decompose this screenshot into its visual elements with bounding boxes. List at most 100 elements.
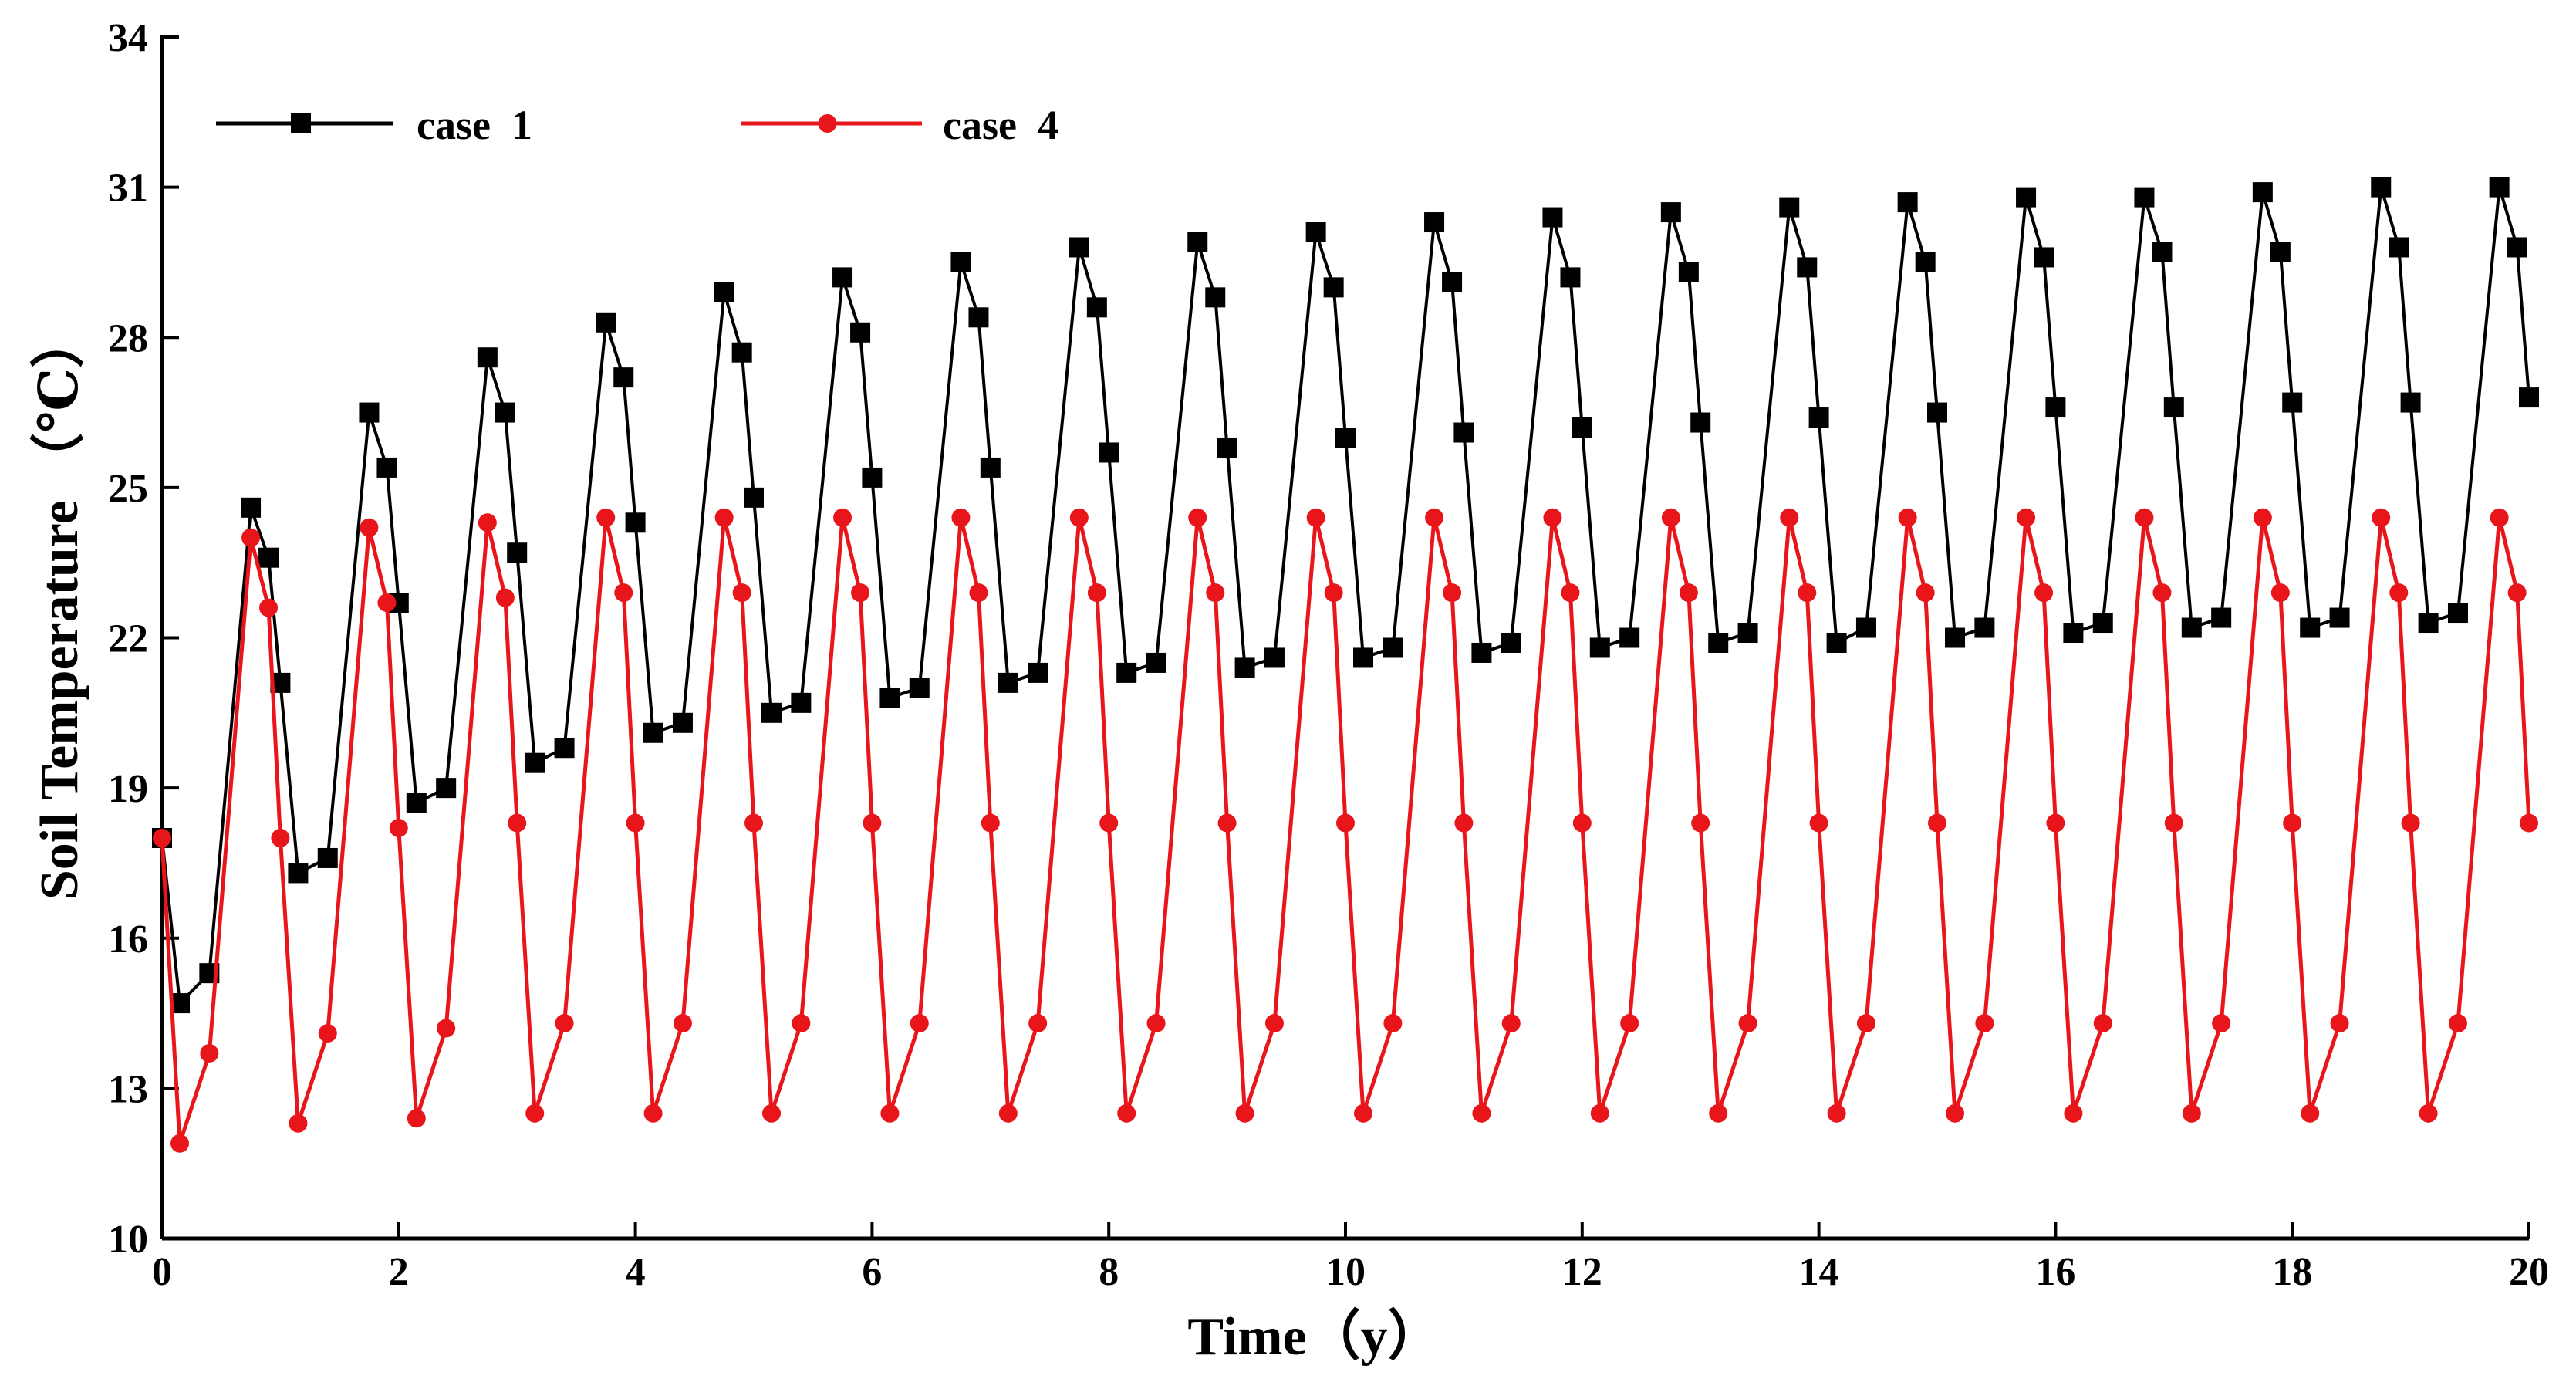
- data-point: [2270, 242, 2291, 262]
- data-point: [1543, 508, 1562, 527]
- data-point: [744, 813, 763, 833]
- data-point: [2270, 583, 2290, 603]
- data-point: [968, 307, 989, 328]
- series-2: [153, 508, 2538, 1153]
- data-point: [2419, 1103, 2438, 1123]
- data-point: [1099, 442, 1119, 463]
- data-point: [1028, 1014, 1048, 1033]
- legend: case 1 case 4: [216, 102, 1058, 148]
- data-point: [1424, 212, 1445, 233]
- data-point: [1975, 1014, 1994, 1033]
- data-point: [714, 508, 734, 527]
- data-point: [863, 813, 882, 833]
- data-point: [1146, 652, 1166, 673]
- data-point: [241, 497, 262, 518]
- series-layer: [152, 177, 2539, 1153]
- data-point: [1797, 257, 1818, 278]
- data-point: [1264, 1014, 1284, 1033]
- data-point: [1205, 287, 1226, 308]
- data-point: [1660, 202, 1681, 223]
- data-point: [672, 712, 693, 733]
- data-point: [525, 752, 545, 773]
- data-point: [1679, 583, 1698, 603]
- y-tick-label: 31: [108, 167, 148, 211]
- data-point: [792, 1014, 811, 1033]
- data-point: [318, 1024, 337, 1043]
- data-point: [2253, 508, 2272, 527]
- y-tick-label: 34: [108, 16, 148, 60]
- data-point: [1234, 657, 1255, 678]
- data-point: [950, 252, 971, 272]
- data-point: [1620, 1014, 1639, 1033]
- y-tick-label: 13: [108, 1067, 148, 1111]
- data-point: [436, 778, 457, 799]
- data-point: [259, 598, 279, 617]
- data-point: [1709, 1103, 1728, 1123]
- data-point: [643, 722, 663, 743]
- data-point: [359, 402, 380, 423]
- legend-item-1: case 1: [216, 102, 532, 148]
- data-point: [1217, 813, 1237, 833]
- data-point: [2329, 607, 2350, 628]
- data-point: [1117, 1103, 1136, 1123]
- data-point: [981, 813, 1000, 833]
- data-point: [1425, 508, 1444, 527]
- data-point: [1737, 623, 1758, 644]
- data-point: [1069, 237, 1089, 258]
- data-point: [2507, 583, 2527, 603]
- data-point: [625, 512, 646, 533]
- data-point: [910, 1014, 929, 1033]
- y-tick-label: 22: [108, 617, 148, 661]
- data-point: [2301, 1103, 2320, 1123]
- data-point: [477, 347, 498, 368]
- data-point: [762, 1103, 782, 1123]
- data-point: [980, 457, 1001, 478]
- data-point: [714, 282, 734, 302]
- data-point: [1305, 222, 1326, 243]
- data-point: [2489, 177, 2510, 198]
- data-point: [360, 518, 379, 537]
- data-point: [1945, 627, 1966, 648]
- data-point: [1383, 637, 1403, 658]
- data-point: [2135, 508, 2154, 527]
- data-point: [2034, 247, 2054, 268]
- data-point: [1572, 813, 1592, 833]
- data-point: [1471, 642, 1492, 663]
- data-point: [833, 508, 852, 527]
- data-point: [2401, 813, 2420, 833]
- data-point: [1916, 583, 1935, 603]
- legend-item-2: case 4: [741, 102, 1058, 148]
- x-tick-label: 16: [2035, 1250, 2075, 1294]
- data-point: [1928, 813, 1946, 833]
- data-point: [596, 312, 616, 333]
- data-point: [2064, 1103, 2083, 1123]
- data-point: [2372, 508, 2391, 527]
- data-point: [1898, 508, 1917, 527]
- legend-marker: [291, 113, 311, 133]
- data-point: [1206, 583, 1225, 603]
- data-point: [1501, 1014, 1521, 1033]
- data-point: [170, 1134, 190, 1153]
- series-line: [160, 187, 2530, 1007]
- data-point: [1146, 1014, 1166, 1033]
- data-point: [317, 847, 338, 868]
- data-point: [1217, 437, 1237, 458]
- data-point: [1187, 231, 1208, 252]
- data-point: [2164, 813, 2183, 833]
- data-point: [554, 738, 575, 759]
- legend-label: case 1: [417, 102, 532, 148]
- data-point: [2418, 613, 2439, 634]
- data-point: [200, 1043, 219, 1063]
- data-point: [376, 457, 397, 478]
- x-tick-label: 20: [2509, 1250, 2549, 1294]
- data-point: [1561, 583, 1580, 603]
- data-point: [2212, 1014, 2231, 1033]
- data-point: [478, 513, 497, 532]
- data-point: [1542, 207, 1563, 228]
- data-point: [2045, 397, 2066, 418]
- data-point: [1856, 1014, 1875, 1033]
- data-point: [153, 829, 171, 847]
- x-tick-label: 4: [626, 1250, 646, 1294]
- data-point: [1235, 1103, 1254, 1123]
